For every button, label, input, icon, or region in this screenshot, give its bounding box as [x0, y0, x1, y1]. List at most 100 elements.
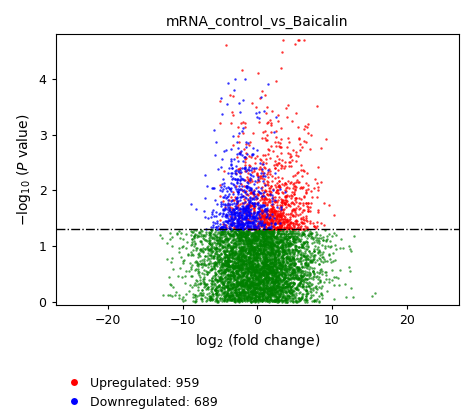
Point — [246, 278, 253, 284]
Point — [280, 218, 287, 225]
Point — [249, 288, 256, 294]
Point — [277, 203, 284, 210]
Point — [231, 248, 238, 255]
Point — [260, 259, 267, 265]
Point — [238, 219, 246, 226]
Point — [272, 277, 280, 284]
Point — [243, 173, 251, 180]
Point — [301, 260, 309, 267]
Point — [261, 213, 269, 220]
Point — [279, 278, 286, 285]
Point — [261, 257, 268, 264]
Point — [250, 222, 258, 229]
Point — [271, 296, 278, 303]
Point — [285, 283, 293, 289]
Point — [233, 254, 240, 260]
Point — [293, 225, 301, 232]
Point — [231, 209, 239, 216]
Point — [253, 261, 260, 268]
Point — [288, 189, 296, 195]
Point — [226, 248, 234, 254]
Point — [245, 253, 253, 260]
Point — [270, 278, 277, 285]
Point — [268, 283, 276, 290]
Point — [302, 295, 310, 302]
Point — [302, 200, 310, 206]
Point — [225, 262, 233, 269]
Point — [261, 199, 268, 206]
Point — [240, 154, 247, 160]
Point — [235, 183, 243, 190]
Point — [267, 232, 275, 239]
Point — [246, 237, 253, 244]
Point — [250, 225, 257, 232]
Point — [247, 288, 255, 294]
Point — [245, 239, 252, 246]
Point — [226, 185, 233, 191]
Point — [300, 264, 308, 271]
Point — [244, 178, 251, 185]
Point — [263, 190, 271, 197]
Point — [259, 277, 266, 284]
Point — [218, 256, 226, 263]
Point — [221, 236, 229, 243]
Point — [251, 159, 259, 166]
Point — [282, 288, 290, 295]
Point — [248, 295, 256, 302]
Point — [288, 269, 296, 276]
Point — [255, 267, 263, 273]
Point — [309, 273, 316, 280]
Point — [259, 222, 267, 229]
Point — [249, 236, 256, 243]
Point — [262, 188, 270, 195]
Point — [277, 212, 284, 219]
Point — [294, 256, 302, 263]
Point — [259, 291, 267, 298]
Point — [291, 207, 298, 214]
Point — [262, 241, 270, 248]
Point — [253, 262, 261, 269]
Point — [315, 240, 323, 247]
Point — [214, 259, 221, 266]
Point — [209, 290, 216, 297]
Point — [253, 236, 261, 243]
Point — [192, 298, 200, 304]
Point — [239, 231, 246, 237]
Point — [243, 234, 250, 241]
Point — [246, 239, 253, 246]
Point — [232, 241, 239, 248]
Point — [246, 284, 253, 290]
Point — [292, 236, 299, 243]
Point — [241, 261, 248, 267]
Point — [250, 248, 257, 255]
Point — [276, 235, 283, 242]
Point — [255, 227, 262, 234]
Point — [259, 239, 266, 245]
Point — [232, 195, 239, 201]
Point — [240, 215, 248, 222]
Point — [296, 232, 303, 238]
Point — [281, 266, 288, 273]
Point — [220, 228, 228, 234]
Point — [252, 292, 260, 299]
Point — [241, 124, 248, 130]
Point — [294, 230, 301, 237]
Point — [273, 187, 281, 193]
Point — [244, 212, 252, 218]
Point — [277, 222, 285, 229]
Point — [268, 268, 275, 275]
Point — [287, 296, 295, 303]
Point — [292, 290, 300, 297]
Point — [271, 297, 278, 304]
Point — [233, 195, 241, 201]
Point — [254, 276, 261, 283]
Point — [249, 240, 257, 247]
Point — [220, 298, 228, 305]
Point — [242, 204, 250, 211]
Point — [289, 254, 297, 261]
Point — [211, 287, 219, 293]
Point — [323, 272, 330, 278]
Point — [243, 277, 250, 283]
Point — [278, 241, 286, 248]
Point — [273, 273, 280, 280]
